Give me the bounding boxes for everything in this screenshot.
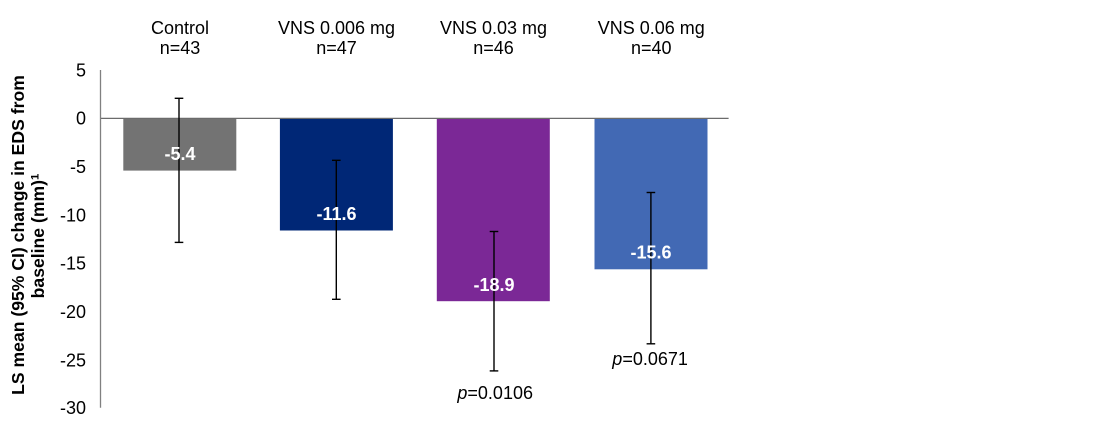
svg-text:-15: -15: [60, 254, 86, 274]
svg-text:LS mean (95% CI) change in EDS: LS mean (95% CI) change in EDS from: [8, 75, 28, 395]
svg-text:n=46: n=46: [473, 38, 514, 58]
svg-text:-10: -10: [60, 205, 86, 225]
svg-text:-11.6: -11.6: [316, 204, 356, 224]
svg-text:n=47: n=47: [316, 38, 357, 58]
svg-text:p=0.0106: p=0.0106: [456, 383, 533, 403]
svg-text:p=0.0671: p=0.0671: [611, 349, 688, 369]
svg-text:n=43: n=43: [160, 38, 201, 58]
svg-text:n=40: n=40: [631, 38, 672, 58]
svg-text:baseline (mm)1: baseline (mm)1: [28, 173, 48, 298]
svg-text:-5: -5: [70, 157, 86, 177]
svg-text:-18.9: -18.9: [473, 275, 514, 295]
svg-text:-30: -30: [60, 398, 86, 418]
svg-text:VNS 0.06 mg: VNS 0.06 mg: [598, 18, 705, 38]
svg-text:Control: Control: [151, 18, 209, 38]
svg-text:-25: -25: [60, 350, 86, 370]
svg-text:0: 0: [76, 109, 86, 129]
svg-text:-15.6: -15.6: [630, 243, 671, 263]
svg-text:VNS 0.006 mg: VNS 0.006 mg: [278, 18, 395, 38]
svg-text:-20: -20: [60, 302, 86, 322]
svg-text:-5.4: -5.4: [164, 144, 195, 164]
svg-text:5: 5: [76, 60, 86, 80]
svg-text:VNS 0.03 mg: VNS 0.03 mg: [440, 18, 547, 38]
